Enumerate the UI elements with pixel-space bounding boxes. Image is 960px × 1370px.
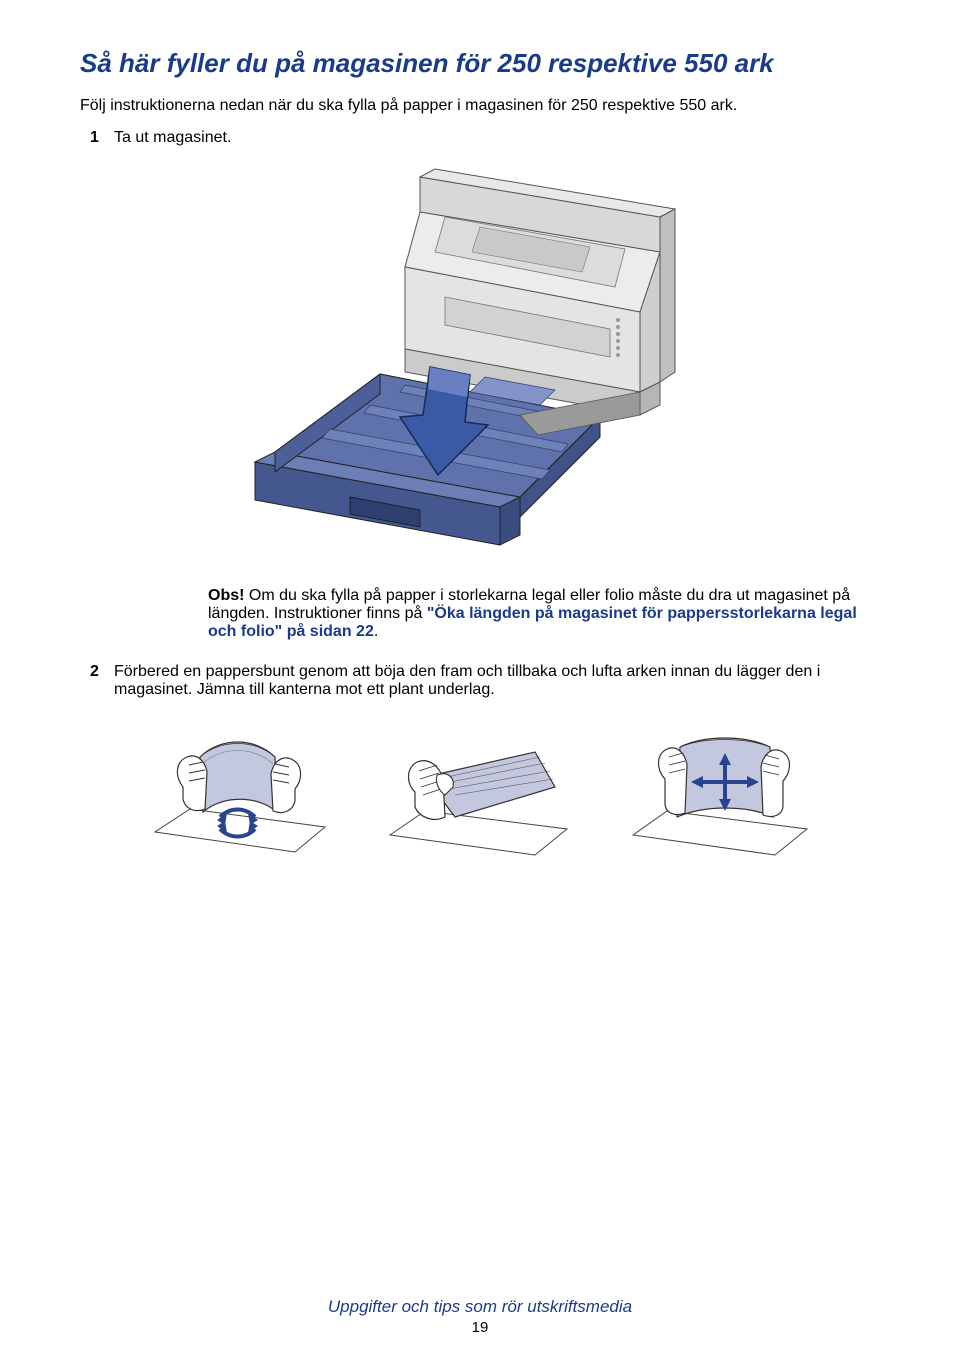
fan-paper-illustration: [385, 717, 575, 877]
step-2: 2 Förbered en pappersbunt genom att böja…: [80, 663, 880, 699]
footer-title: Uppgifter och tips som rör utskriftsmedi…: [0, 1297, 960, 1317]
curve-paper-illustration: [625, 717, 815, 877]
intro-text: Följ instruktionerna nedan när du ska fy…: [80, 97, 880, 115]
step-1-num: 1: [80, 129, 114, 147]
page-title: Så här fyller du på magasinen för 250 re…: [80, 48, 880, 79]
note-label: Obs!: [208, 587, 249, 604]
hands-illustration-row: [80, 717, 880, 877]
printer-tray-illustration: [220, 157, 740, 557]
flex-paper-illustration: [145, 717, 335, 877]
note-text-after: .: [374, 623, 378, 640]
step-2-num: 2: [80, 663, 114, 681]
step-2-text: Förbered en pappersbunt genom att böja d…: [114, 663, 880, 699]
footer-page-number: 19: [0, 1319, 960, 1336]
page-footer: Uppgifter och tips som rör utskriftsmedi…: [0, 1297, 960, 1336]
note-block: Obs! Om du ska fylla på papper i storlek…: [208, 587, 860, 641]
step-1: 1 Ta ut magasinet.: [80, 129, 880, 147]
step-1-text: Ta ut magasinet.: [114, 129, 880, 147]
